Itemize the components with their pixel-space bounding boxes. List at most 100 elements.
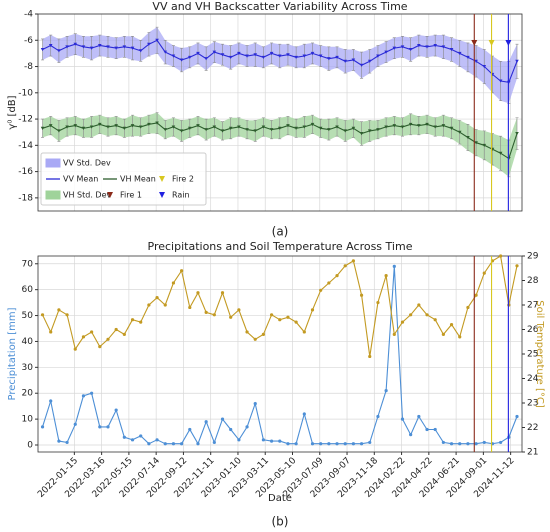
y-tick-label: 30 <box>22 363 34 373</box>
point-marker <box>376 414 380 419</box>
y2-tick-label: 29 <box>527 252 539 262</box>
point-marker <box>286 53 290 57</box>
point-marker <box>187 55 192 60</box>
point-marker <box>57 439 61 443</box>
point-marker <box>155 121 159 125</box>
point-marker <box>237 308 241 312</box>
point-marker <box>277 54 282 58</box>
y2-tick-label: 25 <box>527 350 538 360</box>
point-marker <box>196 51 200 56</box>
point-marker <box>441 124 446 128</box>
point-marker <box>286 315 290 319</box>
point-marker <box>122 126 127 130</box>
y-tick-label: -18 <box>18 193 33 203</box>
point-marker <box>122 332 126 336</box>
point-marker <box>81 126 86 130</box>
legend-swatch <box>107 192 113 198</box>
point-marker <box>229 315 233 319</box>
point-marker <box>180 442 184 446</box>
point-marker <box>130 438 135 442</box>
point-marker <box>90 330 94 334</box>
point-marker <box>253 337 257 341</box>
point-marker <box>179 129 184 133</box>
point-marker <box>220 291 225 295</box>
point-marker <box>515 132 519 136</box>
point-marker <box>425 427 429 432</box>
point-marker <box>147 303 151 307</box>
point-marker <box>40 425 45 429</box>
point-marker <box>253 53 258 57</box>
point-marker <box>318 126 323 130</box>
plot-frame <box>37 13 523 212</box>
point-marker <box>147 42 151 46</box>
point-marker <box>384 274 388 278</box>
point-marker <box>212 313 216 317</box>
point-marker <box>204 128 208 132</box>
point-marker <box>359 293 364 297</box>
point-marker <box>253 401 257 406</box>
point-marker <box>220 129 225 133</box>
point-marker <box>106 425 110 429</box>
event-marker <box>505 40 512 46</box>
point-marker <box>114 408 118 412</box>
point-marker <box>482 143 487 148</box>
point-marker <box>441 45 446 49</box>
point-marker <box>237 51 241 56</box>
y-tick-label: 0 <box>27 441 33 451</box>
point-marker <box>499 440 503 445</box>
point-marker <box>498 79 503 83</box>
point-marker <box>114 124 118 128</box>
point-marker <box>482 65 487 69</box>
point-marker <box>318 54 323 58</box>
point-marker <box>351 126 356 130</box>
point-marker <box>400 125 405 129</box>
point-marker <box>171 281 176 285</box>
point-marker <box>515 414 519 419</box>
point-marker <box>106 337 110 341</box>
y-tick-label: 10 <box>22 415 34 425</box>
point-marker <box>122 45 127 49</box>
legend-label: Fire 1 <box>120 191 142 200</box>
point-marker <box>474 442 478 446</box>
legend-swatch <box>159 192 165 198</box>
point-marker <box>277 126 282 130</box>
point-marker <box>65 440 69 445</box>
point-marker <box>449 47 454 52</box>
y-tick-label: -10 <box>18 88 33 98</box>
point-marker <box>417 414 421 419</box>
point-marker <box>163 50 168 54</box>
point-marker <box>130 46 135 50</box>
point-marker <box>327 442 331 446</box>
point-marker <box>171 125 176 129</box>
point-marker <box>98 122 102 127</box>
y2-axis-label: Soil Temperature [°C] <box>534 300 545 408</box>
point-marker <box>188 427 192 432</box>
point-marker <box>498 151 503 155</box>
point-marker <box>286 124 290 128</box>
point-marker <box>294 320 298 324</box>
point-marker <box>482 271 486 275</box>
point-marker <box>57 49 61 53</box>
point-marker <box>466 442 470 446</box>
point-marker <box>515 59 519 63</box>
y-axis-label: γ⁰ [dB] <box>7 95 18 129</box>
point-marker <box>196 124 200 128</box>
y-tick-label: -8 <box>24 62 33 72</box>
point-marker <box>138 125 143 129</box>
point-marker <box>351 259 355 263</box>
point-marker <box>245 54 249 58</box>
point-marker <box>441 332 445 336</box>
x-axis-label: Date <box>268 493 292 504</box>
point-marker <box>368 440 372 445</box>
point-marker <box>48 124 53 128</box>
point-marker <box>261 125 266 129</box>
point-marker <box>367 129 372 133</box>
point-marker <box>433 427 437 432</box>
legend-label: VH Mean <box>120 175 156 184</box>
point-marker <box>204 57 208 61</box>
point-marker <box>212 50 217 54</box>
y-tick-label: -4 <box>24 10 33 20</box>
legend-label: VV Std. Dev <box>63 159 111 168</box>
point-marker <box>319 288 323 292</box>
